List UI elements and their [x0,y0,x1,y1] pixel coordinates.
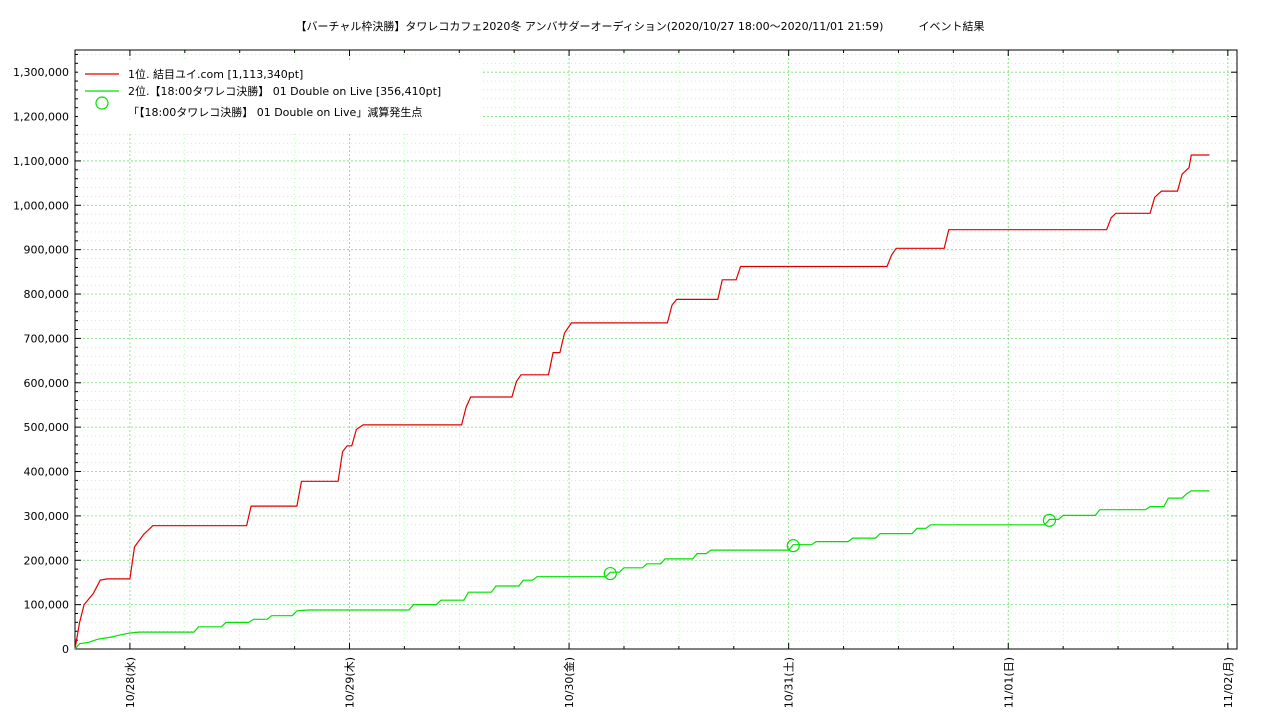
y-tick-label: 0 [62,643,69,656]
y-tick-label: 200,000 [24,554,70,567]
marker-point [1042,513,1057,527]
y-tick-label: 1,100,000 [13,155,69,168]
marker-point [786,539,800,553]
y-tick-label: 1,000,000 [13,199,69,212]
y-tick-label: 1,300,000 [13,66,69,79]
y-tick-label: 800,000 [24,288,70,301]
x-tick-label: 10/29(木) [343,657,356,708]
marker-point [603,566,617,581]
legend-label-2: 2位.【18:00タワレコ決勝】 01 Double on Live [356,… [128,84,441,98]
series-line-2 [74,490,1210,650]
y-tick-label: 100,000 [24,599,70,612]
legend-marker-label: 「【18:00タワレコ決勝】 01 Double on Live」減算発生点 [128,105,422,119]
legend-label-1: 1位. 結目ユイ.com [1,113,340pt] [128,67,303,81]
legend-box [78,62,483,132]
x-tick-label: 11/02(月) [1222,657,1235,708]
series-line-1 [74,154,1210,650]
y-tick-label: 1,200,000 [13,111,69,124]
y-tick-label: 500,000 [24,421,70,434]
y-tick-label: 700,000 [24,332,70,345]
y-tick-label: 600,000 [24,377,70,390]
y-tick-label: 900,000 [24,244,70,257]
plot-frame [74,49,1238,650]
y-tick-label: 300,000 [24,510,70,523]
x-tick-label: 10/30(金) [562,657,576,708]
x-tick-label: 11/01(日) [1002,657,1015,708]
x-tick-label: 10/28(水) [124,657,137,708]
chart-title: 【バーチャル枠決勝】タワレコカフェ2020冬 アンバサダーオーディション(202… [295,20,985,33]
x-tick-label: 10/31(土) [783,657,796,708]
legend-marker-swatch [95,96,109,110]
y-tick-label: 400,000 [24,466,70,479]
